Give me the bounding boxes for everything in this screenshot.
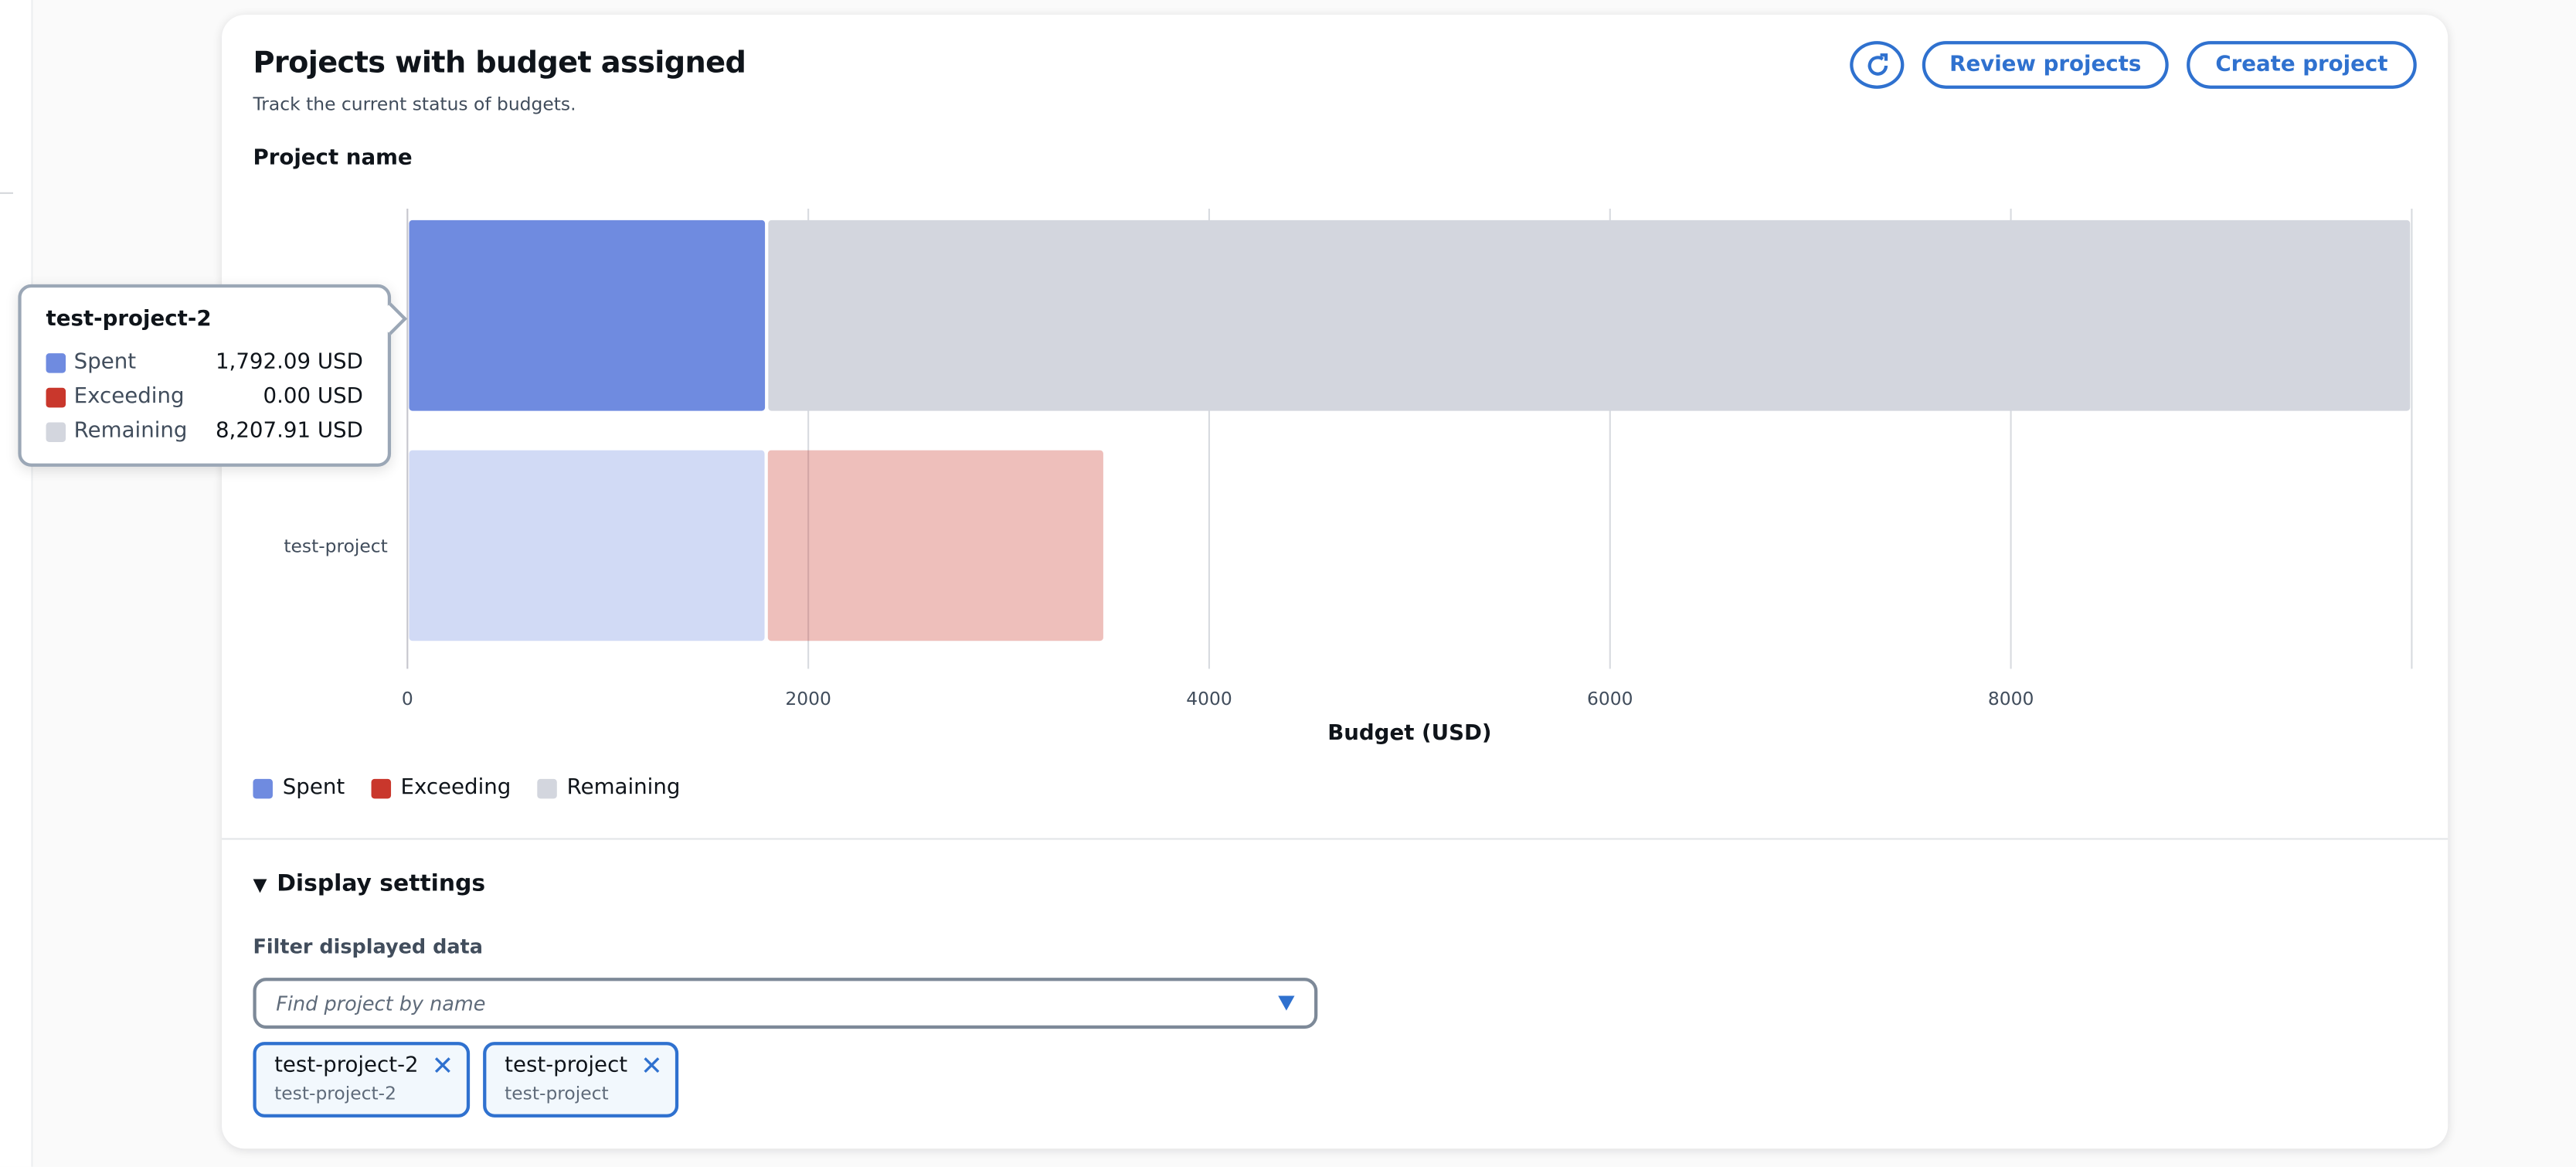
swatch (46, 421, 66, 441)
x-tick-label: 6000 (1587, 688, 1633, 709)
refresh-button[interactable] (1850, 41, 1905, 89)
swatch (46, 386, 66, 407)
project-filter-select[interactable]: Find project by name (253, 978, 1318, 1029)
swatch (537, 777, 557, 798)
refresh-icon (1867, 53, 1888, 75)
close-icon[interactable]: ✕ (641, 1050, 663, 1082)
select-placeholder: Find project by name (276, 992, 486, 1015)
caret-down-icon: ▼ (253, 873, 267, 895)
y-tick-label: test-project (284, 535, 387, 556)
caret-down-icon (1278, 995, 1295, 1011)
filter-label: Filter displayed data (253, 934, 483, 958)
tooltip-title: test-project-2 (46, 307, 212, 332)
close-icon[interactable]: ✕ (431, 1050, 454, 1082)
chart-tooltip: test-project-2 Spent 1,792.09 USD Exceedi… (18, 284, 408, 467)
review-projects-button[interactable]: Review projects (1922, 41, 2169, 89)
legend-label: Remaining (566, 775, 681, 801)
token-description: test-project-2 (274, 1083, 396, 1104)
create-project-button[interactable]: Create project (2187, 41, 2417, 89)
page-subtitle: Track the current status of budgets. (253, 94, 576, 115)
display-settings-toggle[interactable]: ▼ Display settings (253, 871, 485, 897)
tooltip-label: Remaining (73, 419, 188, 444)
tooltip-row-exceeding: Exceeding 0.00 USD (46, 379, 363, 414)
legend-item-remaining[interactable]: Remaining (537, 776, 680, 801)
legend-item-spent[interactable]: Spent (253, 776, 345, 801)
token-label: test-project (505, 1053, 628, 1078)
bar-remaining (768, 219, 2411, 411)
tooltip-label: Exceeding (73, 384, 185, 410)
tooltip-value: 0.00 USD (263, 384, 363, 410)
tooltip-label: Spent (73, 349, 137, 375)
page-title: Projects with budget assigned (253, 46, 746, 81)
tooltip-row-remaining: Remaining 8,207.91 USD (46, 414, 363, 449)
tooltip-value: 1,792.09 USD (215, 349, 363, 375)
legend-label: Exceeding (400, 775, 511, 801)
legend-label: Spent (282, 775, 345, 801)
chart-legend: Spent Exceeding Remaining (253, 776, 680, 801)
tooltip-value: 8,207.91 USD (215, 419, 363, 444)
divider (222, 838, 2449, 840)
swatch (253, 777, 273, 798)
bar-spent (409, 219, 766, 411)
legend-item-exceeding[interactable]: Exceeding (371, 776, 511, 801)
x-axis-title: Budget (USD) (1327, 720, 1491, 745)
bar-exceeding (767, 450, 1103, 641)
x-tick-label: 4000 (1186, 688, 1232, 709)
token: test-project test-project ✕ (483, 1042, 679, 1118)
tooltip-row-spent: Spent 1,792.09 USD (46, 345, 363, 380)
token-label: test-project-2 (274, 1053, 419, 1078)
token-description: test-project (505, 1083, 609, 1104)
swatch (46, 352, 66, 373)
x-tick-label: 2000 (785, 688, 831, 709)
budget-chart: 0 2000 4000 6000 8000 Budget (USD) test-projec… (284, 209, 2413, 745)
x-tick-label: 0 (402, 688, 413, 709)
token: test-project-2 test-project-2 ✕ (253, 1042, 471, 1118)
budget-card: Projects with budget assigned Track the … (222, 15, 2449, 1149)
bar-spent (409, 450, 765, 641)
x-tick-label: 8000 (1988, 688, 2034, 709)
token-list: test-project-2 test-project-2 ✕ test-proj… (253, 1042, 679, 1118)
divider (0, 192, 14, 194)
sidebar (0, 0, 33, 1167)
swatch (371, 777, 391, 798)
section-title: Display settings (277, 870, 486, 897)
y-axis-title: Project name (253, 146, 413, 172)
